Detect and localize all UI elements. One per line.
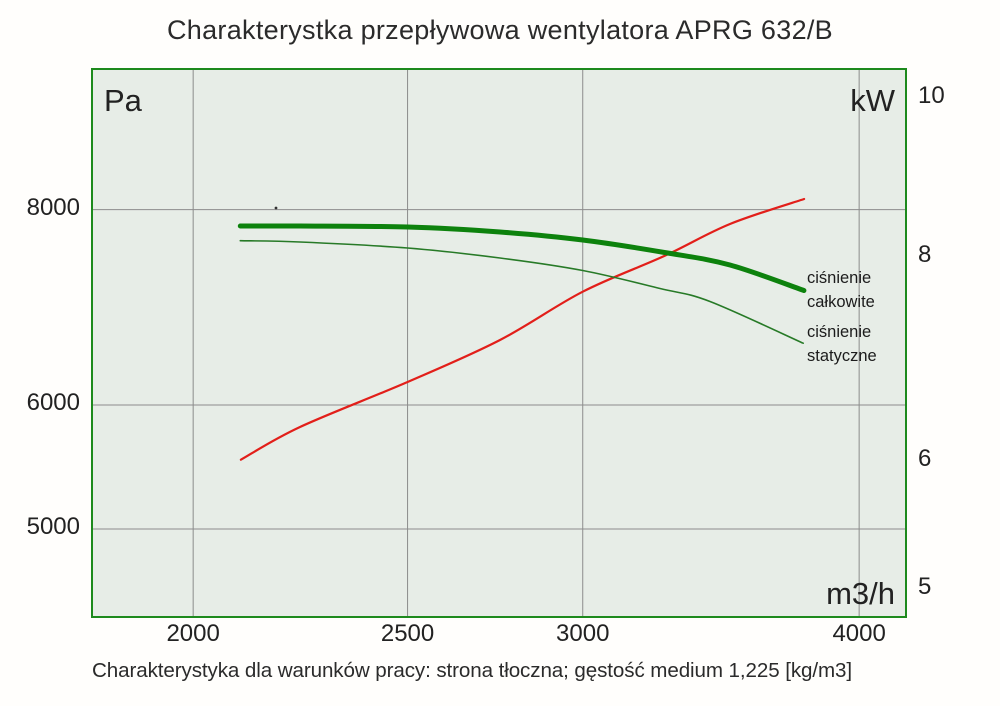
svg-text:2500: 2500 (381, 620, 434, 647)
svg-text:kW: kW (850, 83, 896, 118)
svg-text:Pa: Pa (104, 83, 143, 118)
svg-text:3000: 3000 (556, 620, 609, 647)
svg-text:m3/h: m3/h (826, 576, 895, 611)
svg-text:ciśnienie: ciśnienie (807, 323, 871, 341)
svg-text:5: 5 (918, 573, 931, 600)
svg-text:6000: 6000 (27, 389, 80, 416)
svg-text:4000: 4000 (832, 620, 885, 647)
svg-text:10: 10 (918, 82, 945, 109)
svg-text:całkowite: całkowite (807, 293, 875, 311)
svg-text:2000: 2000 (166, 620, 219, 647)
svg-text:6: 6 (918, 445, 931, 472)
svg-text:8000: 8000 (27, 194, 80, 221)
svg-text:5000: 5000 (27, 513, 80, 540)
svg-text:statyczne: statyczne (807, 347, 877, 365)
svg-text:8: 8 (918, 241, 931, 268)
svg-text:ciśnienie: ciśnienie (807, 269, 871, 287)
